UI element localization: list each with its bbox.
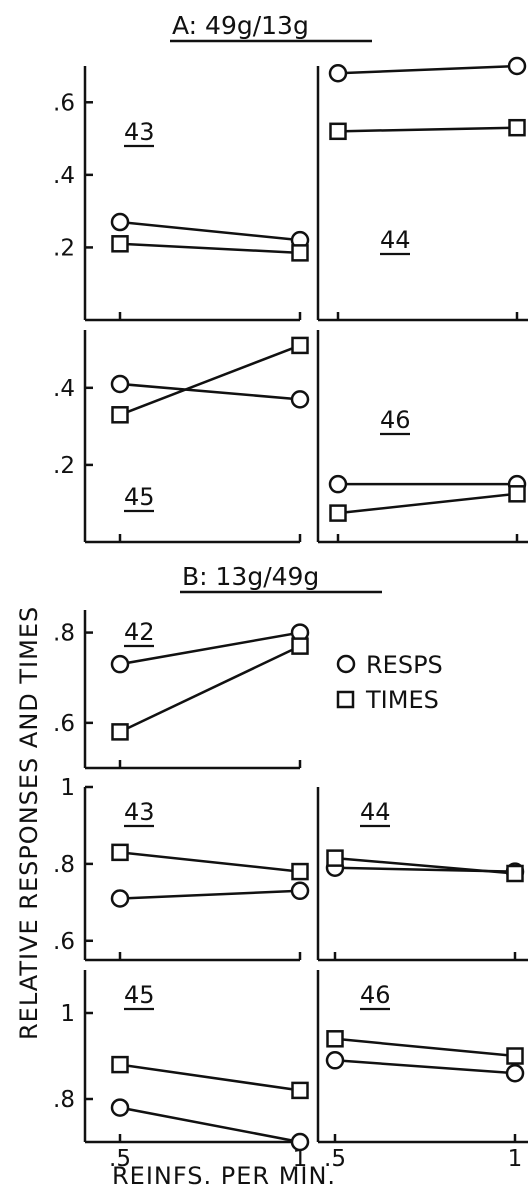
panel-a-46: 46	[316, 330, 528, 544]
panel-b-42: .6 .8 42	[53, 610, 310, 770]
y-tick-label: .4	[53, 163, 75, 189]
data-point-times	[111, 723, 129, 741]
panel-label: 43	[124, 798, 155, 826]
data-point-times	[111, 1055, 129, 1074]
panel-a-43: .2 .4 .6 43	[53, 66, 310, 322]
data-point-times	[506, 1047, 524, 1065]
y-tick-label: .2	[53, 453, 75, 479]
section-b-title: B: 13g/49g	[182, 562, 319, 591]
data-point-resps	[110, 212, 130, 232]
y-tick-label: .6	[53, 929, 75, 955]
panel-label: 44	[380, 226, 411, 254]
x-tick-label: 1	[293, 1146, 308, 1172]
legend-label-times: TIMES	[365, 686, 439, 714]
data-point-resps	[290, 390, 310, 409]
x-axis-title: REINFS. PER MIN.	[112, 1162, 336, 1190]
series-line-times	[337, 492, 518, 515]
panel-b-44: 44	[316, 787, 528, 962]
panel-label: 43	[124, 118, 155, 146]
series-line-times	[119, 242, 301, 255]
y-tick-label: .6	[53, 90, 75, 116]
series-line-resps	[119, 631, 301, 666]
y-tick-label: 1	[60, 1001, 75, 1027]
panel-a-45: .2 .4 45	[53, 330, 310, 544]
series-line-times	[119, 344, 301, 416]
data-point-times	[326, 1030, 344, 1048]
data-point-resps	[110, 1098, 130, 1117]
data-point-times	[291, 637, 309, 655]
panel-b-46: 46	[316, 970, 528, 1144]
data-point-resps	[110, 889, 130, 908]
panel-label: 44	[360, 798, 391, 826]
series-line-times	[119, 1063, 301, 1092]
data-point-resps	[110, 374, 130, 394]
legend-square-marker	[336, 690, 355, 709]
series-line-times	[119, 851, 301, 873]
data-point-times	[329, 504, 347, 522]
series-line-times	[337, 126, 518, 133]
y-tick-label: .4	[53, 376, 75, 402]
data-point-resps	[290, 881, 310, 901]
data-point-times	[291, 862, 309, 881]
data-point-times	[326, 849, 344, 867]
data-point-resps	[325, 1051, 345, 1070]
data-point-times	[508, 485, 526, 503]
y-tick-label: .2	[53, 235, 75, 261]
x-tick-label: .5	[109, 1146, 131, 1172]
legend-label-resps: RESPS	[366, 651, 443, 679]
y-tick-label: 1	[60, 775, 75, 801]
y-tick-label: .6	[53, 711, 75, 737]
section-b-title-group: B: 13g/49g	[180, 562, 382, 594]
series-line-resps	[119, 382, 301, 401]
y-axis-title: RELATIVE RESPONSES AND TIMES	[15, 606, 43, 1040]
data-point-resps	[505, 1063, 525, 1083]
data-point-resps	[328, 64, 348, 83]
data-point-times	[508, 118, 526, 137]
data-point-times	[329, 122, 347, 141]
data-point-times	[291, 336, 309, 355]
panel-b-45: .8 1 45	[53, 970, 310, 1152]
series-line-times	[334, 1037, 516, 1058]
data-point-times	[291, 244, 309, 262]
panel-label: 45	[124, 483, 155, 511]
y-tick-label: .8	[53, 621, 75, 647]
panel-b-43: .6 .8 1 43	[53, 775, 310, 962]
section-a-title: A: 49g/13g	[172, 11, 309, 40]
panels: .2 .4 .6 43 44 .2 .4 45 46 .6 .8 42 .6 .8 1 43 44 .8 1 45 46…	[53, 56, 528, 1172]
data-point-times	[291, 1081, 309, 1100]
series-line-times	[119, 644, 301, 734]
data-point-resps	[290, 1132, 310, 1152]
y-tick-label: .8	[53, 852, 75, 878]
panel-label: 46	[380, 406, 411, 434]
x-tick-label: .5	[324, 1146, 346, 1172]
series-line-resps	[119, 220, 301, 242]
panel-label: 46	[360, 981, 391, 1009]
data-point-times	[506, 864, 524, 883]
data-point-resps	[110, 654, 130, 674]
data-point-times	[111, 235, 129, 253]
data-point-resps	[507, 56, 527, 76]
data-point-resps	[328, 474, 348, 494]
series-line-resps	[119, 889, 301, 900]
panel-a-44: 44	[316, 56, 528, 322]
legend: RESPS TIMES	[336, 651, 443, 714]
series-line-resps	[334, 1059, 516, 1075]
x-tick-label: 1	[508, 1146, 523, 1172]
series-line-resps	[119, 1106, 301, 1144]
data-point-times	[111, 843, 129, 862]
series-line-resps	[337, 64, 518, 75]
panel-label: 45	[124, 981, 155, 1009]
panel-label: 42	[124, 618, 155, 646]
y-tick-label: .8	[53, 1087, 75, 1113]
series-line-times	[334, 856, 516, 875]
section-a-title-group: A: 49g/13g	[170, 11, 372, 43]
legend-circle-marker	[336, 654, 356, 674]
data-point-times	[111, 406, 129, 424]
